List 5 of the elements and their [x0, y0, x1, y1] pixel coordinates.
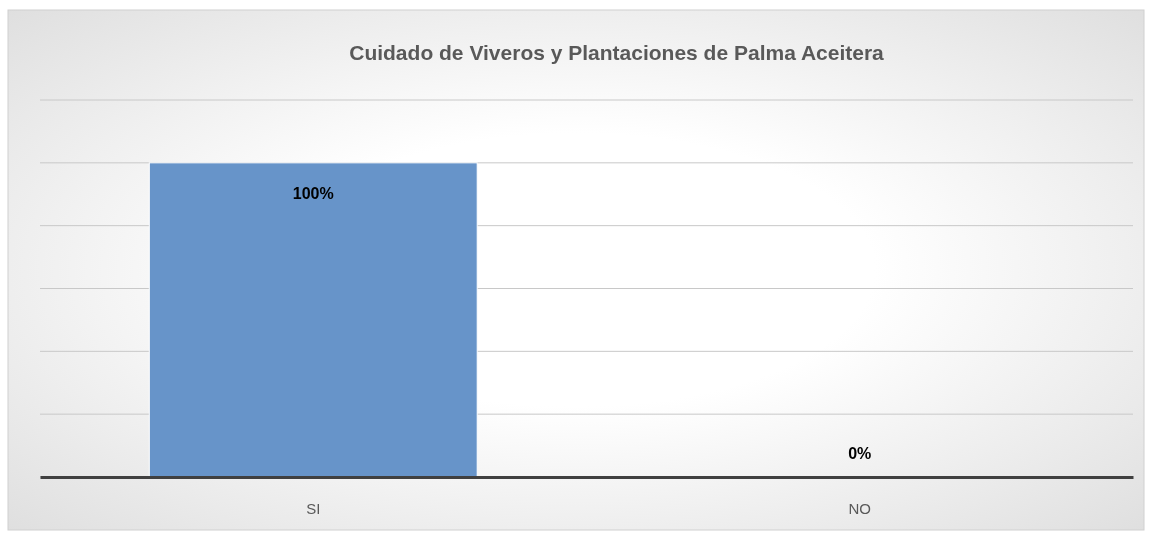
- chart-title: Cuidado de Viveros y Plantaciones de Palma Aceitera: [349, 41, 885, 64]
- x-tick-label: NO: [848, 499, 871, 517]
- x-tick-label: SI: [306, 499, 321, 517]
- data-label: 0%: [848, 445, 872, 462]
- data-label: 100%: [292, 184, 334, 202]
